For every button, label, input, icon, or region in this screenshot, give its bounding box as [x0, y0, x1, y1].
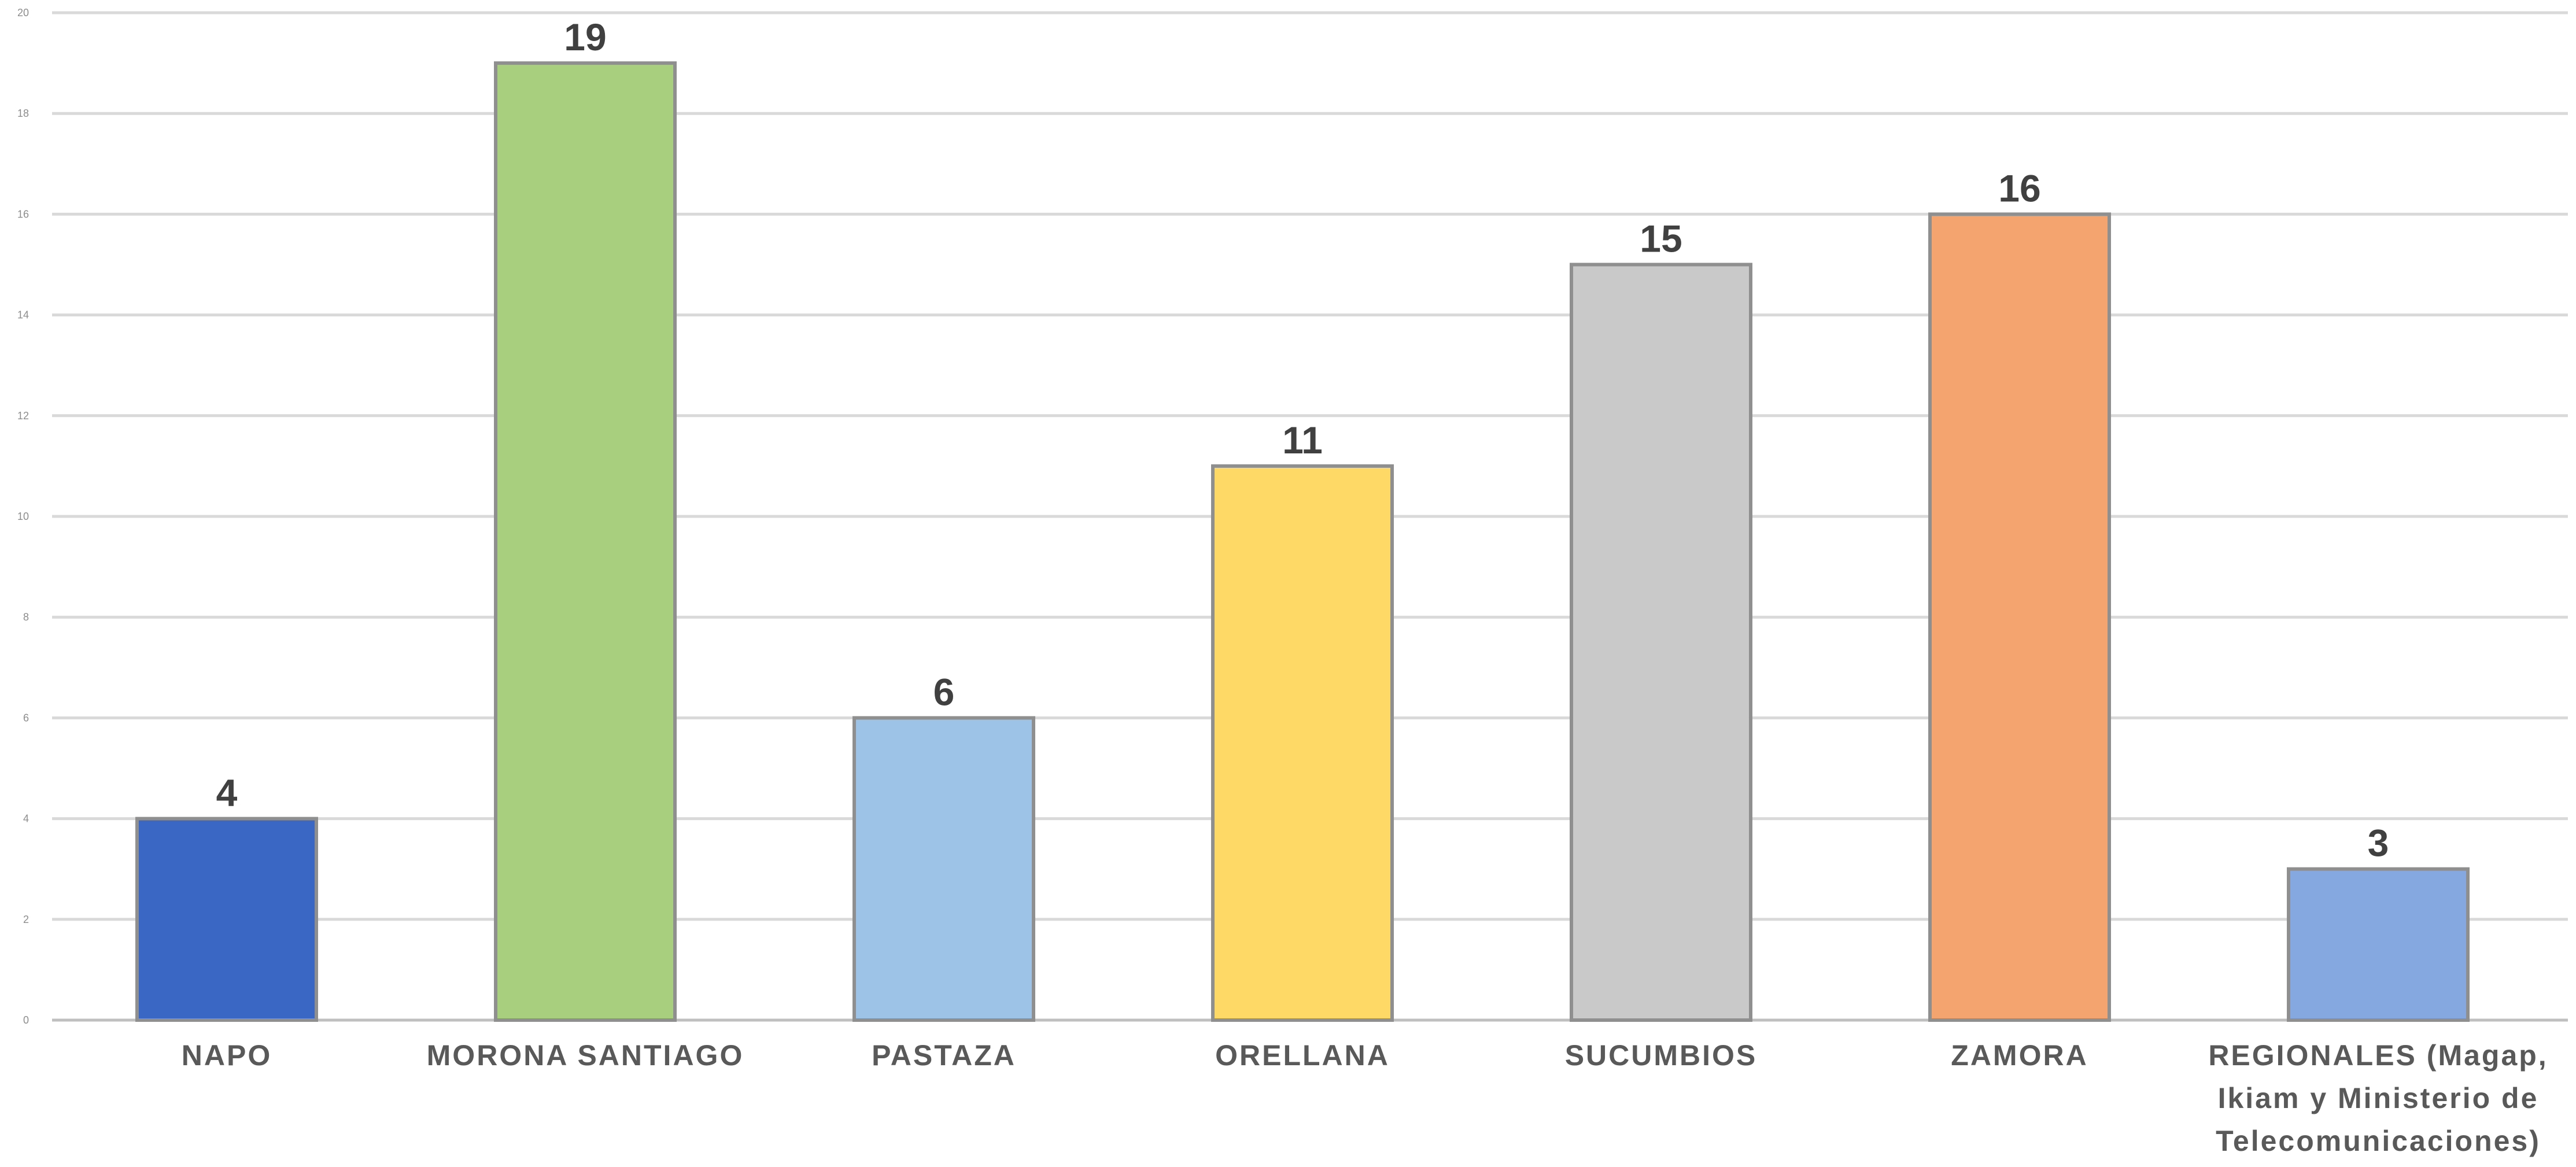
x-axis-labels: NAPO MORONA SANTIAGO PASTAZA ORELLANA SUCUMB…: [182, 1039, 2548, 1157]
bar: [1211, 464, 1394, 1022]
bar: [1928, 212, 2111, 1022]
data-label: 4: [216, 771, 238, 814]
y-tick-label: 12: [17, 410, 29, 422]
data-label: 6: [933, 670, 955, 713]
y-tick-label: 0: [23, 1014, 29, 1026]
x-tick-label: NAPO: [182, 1039, 272, 1072]
y-tick-label: 14: [17, 309, 29, 321]
data-label: 19: [564, 16, 606, 58]
data-labels: 4 19 6 11 15 16 3: [216, 16, 2389, 865]
data-label: 16: [1998, 167, 2040, 209]
y-tick-label: 4: [23, 813, 29, 825]
y-tick-label: 18: [17, 108, 29, 119]
data-label: 15: [1640, 217, 1682, 260]
bar: [1570, 263, 1752, 1022]
y-tick-label: 16: [17, 208, 29, 220]
bar: [852, 716, 1035, 1022]
bar: [494, 61, 677, 1022]
x-tick-label: Telecomunicaciones): [2216, 1125, 2541, 1157]
y-axis-ticks: 0 2 4 6 8 10 12 14 16 18 20: [17, 7, 29, 1026]
bar: [2287, 867, 2470, 1022]
y-tick-label: 2: [23, 914, 29, 925]
data-label: 3: [2368, 822, 2389, 865]
y-tick-label: 20: [17, 7, 29, 19]
y-tick-label: 10: [17, 511, 29, 522]
x-tick-label: ZAMORA: [1951, 1039, 2088, 1072]
y-tick-label: 6: [23, 712, 29, 723]
x-tick-label: PASTAZA: [872, 1039, 1016, 1072]
bars: [135, 61, 2470, 1022]
x-tick-label: Ikiam y Ministerio de: [2218, 1082, 2539, 1114]
x-tick-label: REGIONALES (Magap,: [2208, 1039, 2548, 1072]
x-tick-label: ORELLANA: [1215, 1039, 1390, 1072]
bar: [135, 817, 318, 1022]
data-label: 11: [1282, 419, 1323, 461]
x-tick-label: MORONA SANTIAGO: [427, 1039, 744, 1072]
y-tick-label: 8: [23, 611, 29, 623]
x-tick-label: SUCUMBIOS: [1565, 1039, 1758, 1072]
